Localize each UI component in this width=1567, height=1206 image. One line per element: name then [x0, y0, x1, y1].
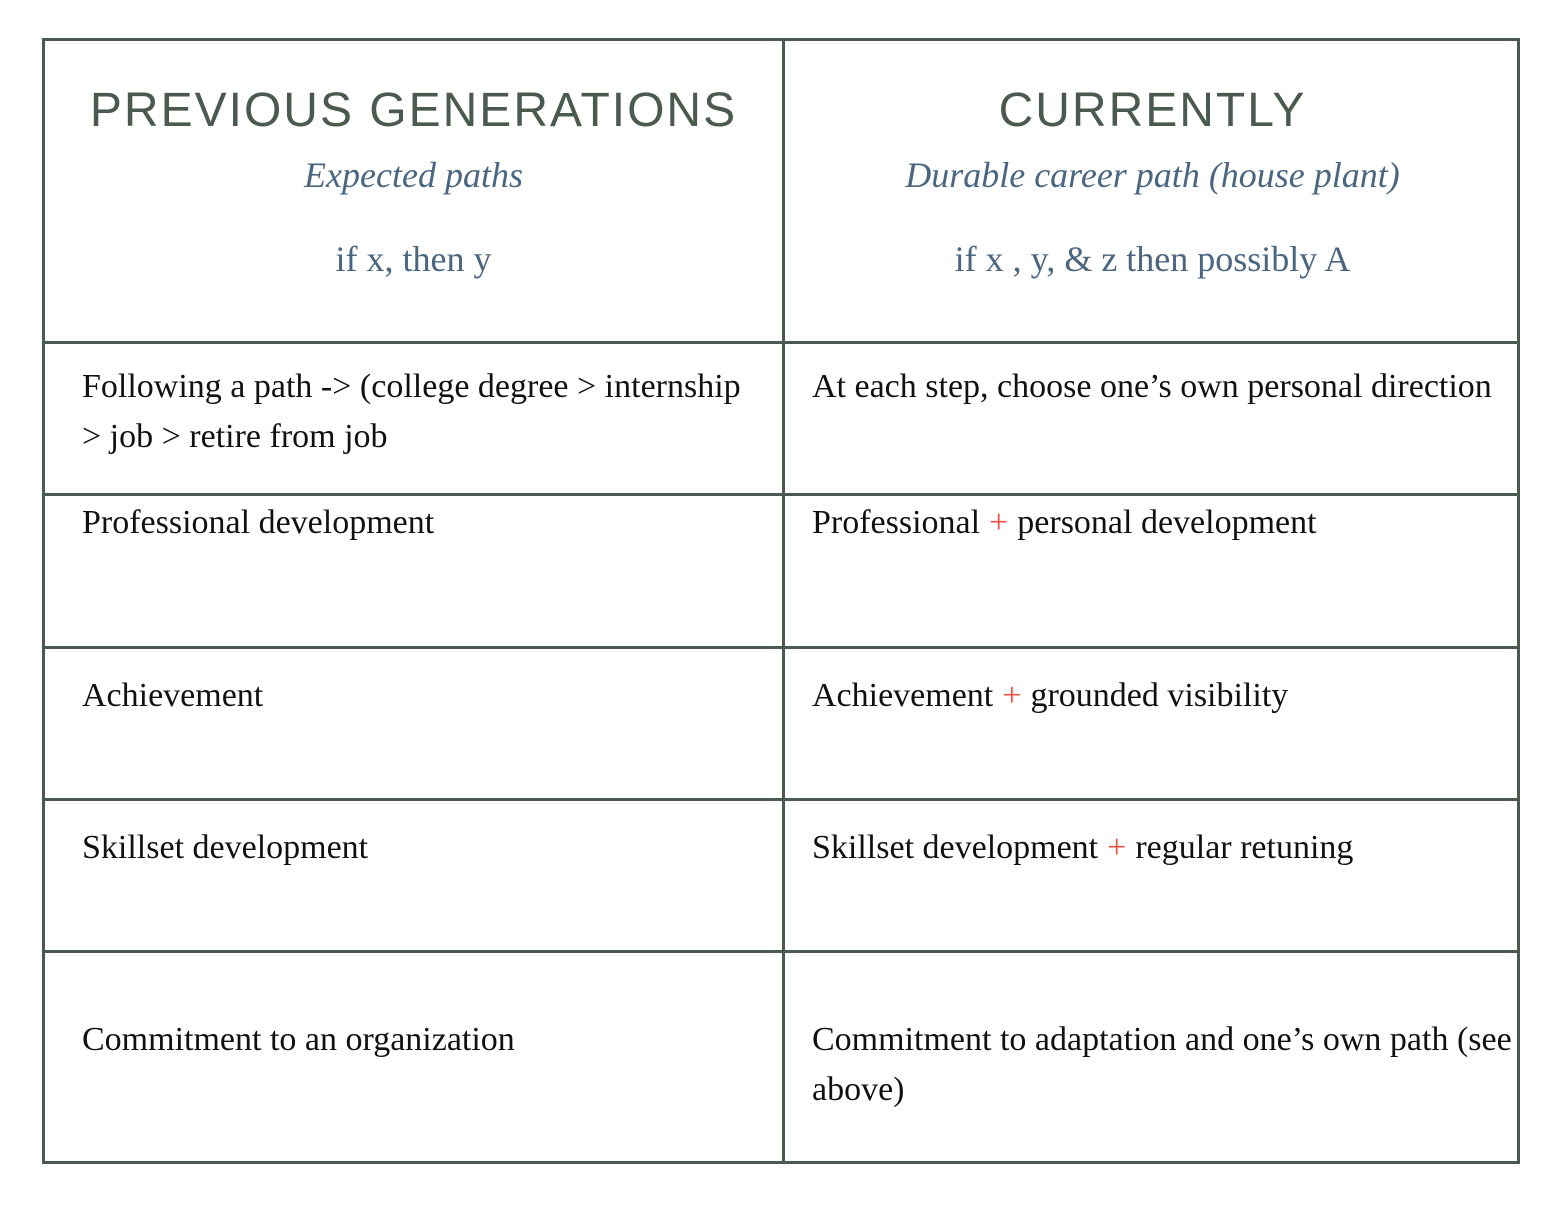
right-cell: Achievement + grounded visibility	[812, 671, 1517, 721]
column-formula: if x, then y	[335, 239, 492, 279]
text-segment: Skillset development	[812, 829, 1099, 866]
left-cell: Achievement	[82, 677, 264, 714]
left-cell: Commitment to an organization	[82, 1021, 515, 1058]
right-cell: At each step, choose one’s own personal …	[812, 362, 1517, 412]
text-segment: Commitment to adaptation and one’s own p…	[812, 1021, 1512, 1108]
comparison-table: PREVIOUS GENERATIONS Expected paths if x, …	[42, 38, 1520, 1164]
row-divider	[42, 493, 1520, 496]
row-divider	[42, 341, 1520, 344]
plus-sign: +	[1107, 829, 1127, 866]
column-subtitle: Expected paths	[304, 155, 523, 195]
text-segment: Professional	[812, 504, 981, 541]
right-cell: Professional + personal development	[812, 498, 1517, 548]
right-cell: Commitment to adaptation and one’s own p…	[812, 1015, 1517, 1115]
header-cell: CURRENTLY Durable career path (house plan…	[785, 41, 1520, 341]
left-cell: Professional development	[82, 504, 435, 541]
text-segment: grounded visibility	[1030, 677, 1289, 714]
column-title: PREVIOUS GENERATIONS	[89, 84, 738, 137]
plus-sign: +	[1002, 677, 1022, 714]
row-divider	[42, 646, 1520, 649]
row-divider	[42, 798, 1520, 801]
column-divider	[782, 41, 785, 1161]
header-cell: PREVIOUS GENERATIONS Expected paths if x, …	[45, 41, 782, 341]
text-segment: regular retuning	[1135, 829, 1354, 866]
text-segment: Achievement	[812, 677, 994, 714]
column-title: CURRENTLY	[998, 84, 1307, 137]
right-cell: Skillset development + regular retuning	[812, 823, 1517, 873]
column-subtitle: Durable career path (house plant)	[905, 155, 1400, 195]
column-formula: if x , y, & z then possibly A	[954, 239, 1351, 279]
text-segment: At each step, choose one’s own personal …	[812, 368, 1492, 405]
left-cell: Following a path -> (college degree > in…	[82, 368, 741, 455]
row-divider	[42, 950, 1520, 953]
plus-sign: +	[989, 504, 1009, 541]
text-segment: personal development	[1017, 504, 1317, 541]
left-cell: Skillset development	[82, 829, 369, 866]
